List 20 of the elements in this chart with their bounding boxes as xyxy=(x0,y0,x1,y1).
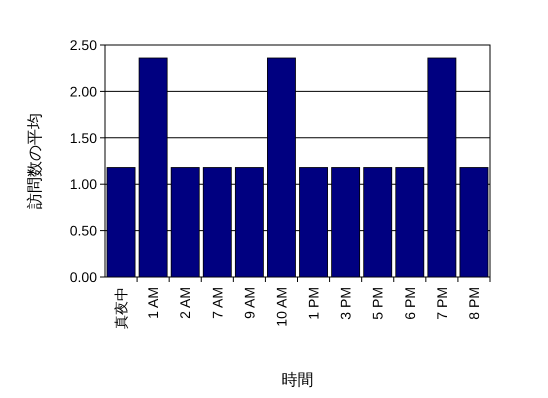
x-tick-label: 1 AM xyxy=(145,287,162,319)
y-axis-title: 訪問数の平均 xyxy=(26,113,44,209)
x-tick-label: 5 PM xyxy=(370,287,386,320)
x-tick-label: 8 PM xyxy=(466,287,482,320)
y-tick-label: 2.00 xyxy=(70,83,98,100)
y-tick-label: 1.50 xyxy=(70,130,98,146)
x-tick-label: 3 PM xyxy=(338,287,354,320)
x-tick-label: 2 AM xyxy=(177,287,194,319)
y-tick-label: 2.50 xyxy=(70,37,98,53)
y-tick-label: 0.50 xyxy=(70,222,98,239)
y-tick-label: 0.00 xyxy=(70,269,98,285)
y-tick-label: 1.00 xyxy=(70,176,98,192)
x-tick-label: 10 AM xyxy=(273,287,290,327)
x-tick-label: 6 PM xyxy=(402,287,418,320)
x-tick-label: 1 PM xyxy=(306,287,322,320)
x-tick-label: 9 AM xyxy=(241,287,258,319)
x-tick-label: 7 AM xyxy=(209,287,226,319)
x-tick-label: 真夜中 xyxy=(113,287,130,329)
x-tick-label: 7 PM xyxy=(434,287,450,320)
x-axis-title: 時間 xyxy=(282,371,314,389)
